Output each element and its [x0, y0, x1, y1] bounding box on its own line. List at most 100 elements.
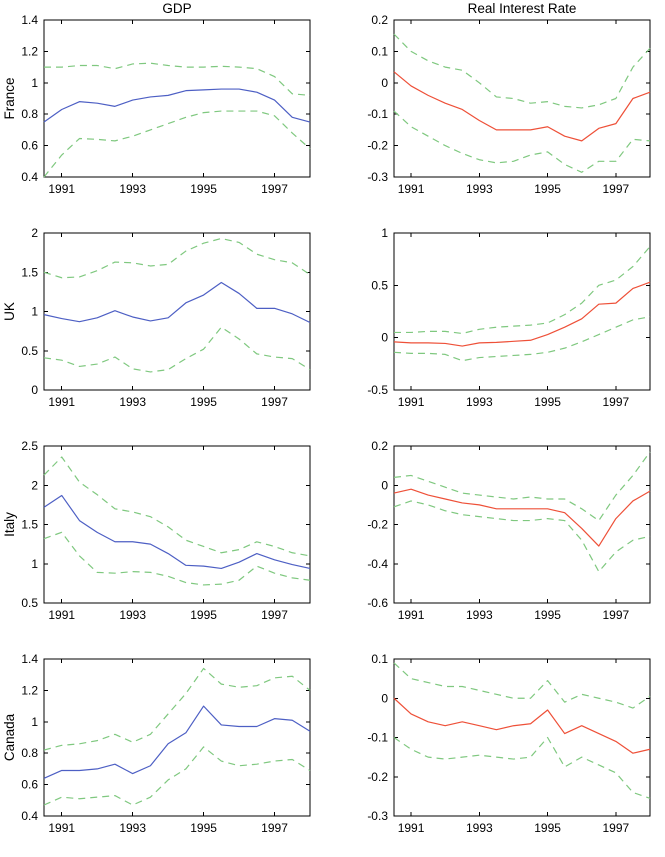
y-tick-label: 0.5: [371, 278, 388, 292]
y-tick-label: -0.2: [367, 139, 388, 153]
y-tick-label: 1: [31, 76, 38, 90]
y-tick-label: 1: [31, 715, 38, 729]
x-tick-label: 1995: [190, 182, 217, 196]
row-uk: 1991 1993 1995 1997 0 0.5 1 1.5 2 UK 1991 1993 1995…: [0, 213, 665, 426]
y-tick-label: 0.6: [21, 778, 38, 792]
y-tick-label: -0.1: [367, 731, 388, 745]
axes-box: [43, 658, 311, 817]
axes-box: [393, 658, 651, 817]
y-tick-label: 0.6: [21, 139, 38, 153]
chart-canvas-italy-gdp: 1991 1993 1995 1997 0.5 1 1.5 2 2.5 Italy: [2, 439, 311, 622]
chart-italy-rate: 1991 1993 1995 1997 -0.6 -0.4 -0.2 0 0.2: [332, 426, 665, 639]
chart-uk-rate: 1991 1993 1995 1997 -0.5 0 0.5 1: [332, 213, 665, 426]
y-tick-label: 0.1: [371, 44, 388, 58]
y-tick-label: 0.2: [371, 13, 388, 27]
x-tick-label: 1991: [48, 821, 75, 835]
uk-gdp-estimate-line: [43, 281, 311, 324]
y-tick-label: -0.3: [367, 170, 388, 184]
y-tick-label: 1: [31, 557, 38, 571]
canada-gdp-lower-band-line: [43, 746, 311, 806]
y-tick-label: -0.3: [367, 809, 388, 823]
uk-rate-estimate-line: [393, 281, 651, 347]
chart-canvas-france-rate: 1991 1993 1995 1997 -0.3 -0.2 -0.1 0 0.1 0.2: [367, 13, 651, 196]
y-tick-label: -0.6: [367, 596, 388, 610]
y-tick-label: 1.4: [21, 13, 38, 27]
france-gdp-estimate-line: [43, 88, 311, 123]
chart-uk-gdp: 1991 1993 1995 1997 0 0.5 1 1.5 2 UK: [0, 213, 332, 426]
x-tick-label: 1991: [398, 821, 425, 835]
chart-italy-gdp: 1991 1993 1995 1997 0.5 1 1.5 2 2.5 Italy: [0, 426, 332, 639]
axes-box: [393, 19, 651, 178]
y-tick-label: -0.5: [367, 383, 388, 397]
x-tick-label: 1993: [466, 608, 493, 622]
chart-canvas-france-gdp: 1991 1993 1995 1997 0.4 0.6 0.8 1 1.2 1.4 France: [2, 13, 311, 196]
x-tick-label: 1995: [534, 395, 561, 409]
x-tick-label: 1997: [603, 608, 630, 622]
x-tick-label: 1993: [119, 182, 146, 196]
france-gdp-lower-band-line: [43, 110, 311, 178]
canada-rate-upper-band-line: [393, 662, 651, 709]
x-tick-label: 1997: [603, 395, 630, 409]
x-tick-label: 1995: [534, 608, 561, 622]
row-label: Canada: [2, 713, 17, 761]
uk-rate-lower-band-line: [393, 316, 651, 362]
france-rate-upper-band-line: [393, 33, 651, 109]
x-tick-label: 1991: [48, 182, 75, 196]
canada-gdp-upper-band-line: [43, 667, 311, 751]
row-france: 1991 1993 1995 1997 0.4 0.6 0.8 1 1.2 1.4 France 1…: [0, 0, 665, 213]
y-tick-label: 0.1: [371, 652, 388, 666]
italy-gdp-upper-band-line: [43, 456, 311, 557]
x-tick-label: 1991: [48, 608, 75, 622]
row-canada: 1991 1993 1995 1997 0.4 0.6 0.8 1 1.2 1.4 Canada 1…: [0, 639, 665, 852]
chart-canvas-canada-gdp: 1991 1993 1995 1997 0.4 0.6 0.8 1 1.2 1.4 Canada: [2, 652, 311, 835]
x-tick-label: 1997: [261, 608, 288, 622]
row-label: UK: [2, 302, 17, 321]
chart-canada-rate: 1991 1993 1995 1997 -0.3 -0.2 -0.1 0 0.1: [332, 639, 665, 852]
y-tick-label: 1.5: [21, 518, 38, 532]
y-tick-label: 1.2: [21, 683, 38, 697]
x-tick-label: 1995: [534, 182, 561, 196]
y-tick-label: -0.4: [367, 557, 388, 571]
x-tick-label: 1993: [119, 821, 146, 835]
column-title-real-interest-rate: Real Interest Rate: [467, 1, 577, 16]
y-tick-label: 2: [31, 478, 38, 492]
y-tick-label: 0.8: [21, 107, 38, 121]
y-tick-label: 0: [381, 478, 388, 492]
row-italy: 1991 1993 1995 1997 0.5 1 1.5 2 2.5 Italy 1991 199…: [0, 426, 665, 639]
italy-gdp-lower-band-line: [43, 531, 311, 586]
x-tick-label: 1991: [48, 395, 75, 409]
x-tick-label: 1993: [466, 182, 493, 196]
canada-rate-lower-band-line: [393, 736, 651, 799]
x-tick-label: 1997: [261, 182, 288, 196]
uk-rate-upper-band-line: [394, 246, 651, 335]
chart-canada-gdp: 1991 1993 1995 1997 0.4 0.6 0.8 1 1.2 1.4 Canada: [0, 639, 332, 852]
x-tick-label: 1991: [398, 182, 425, 196]
y-tick-label: -0.1: [367, 107, 388, 121]
x-tick-label: 1991: [398, 608, 425, 622]
y-tick-label: 1: [381, 226, 388, 240]
italy-rate-estimate-line: [393, 488, 651, 547]
italy-rate-upper-band-line: [393, 451, 651, 522]
y-tick-label: 1.5: [21, 265, 38, 279]
y-tick-label: -0.2: [367, 518, 388, 532]
x-tick-label: 1993: [466, 395, 493, 409]
uk-gdp-lower-band-line: [43, 326, 311, 373]
x-tick-label: 1993: [466, 821, 493, 835]
y-tick-label: 0.5: [21, 596, 38, 610]
y-tick-label: 2: [31, 226, 38, 240]
france-gdp-upper-band-line: [44, 62, 311, 96]
france-rate-estimate-line: [393, 71, 651, 142]
italy-rate-lower-band-line: [393, 500, 651, 573]
y-tick-label: 0.4: [21, 809, 38, 823]
x-tick-label: 1993: [119, 608, 146, 622]
y-tick-label: 0: [31, 383, 38, 397]
france-rate-lower-band-line: [393, 110, 651, 173]
x-tick-label: 1997: [603, 182, 630, 196]
x-tick-label: 1991: [398, 395, 425, 409]
chart-canvas-italy-rate: 1991 1993 1995 1997 -0.6 -0.4 -0.2 0 0.2: [367, 439, 651, 622]
uk-gdp-upper-band-line: [43, 237, 311, 279]
y-tick-label: 0: [381, 691, 388, 705]
x-tick-label: 1995: [190, 821, 217, 835]
y-tick-label: 2.5: [21, 439, 38, 453]
